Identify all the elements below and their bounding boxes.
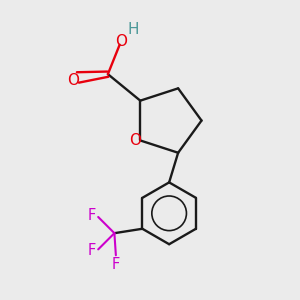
Text: F: F [88,208,96,223]
Text: O: O [129,133,141,148]
Text: H: H [127,22,139,38]
Text: F: F [88,243,96,258]
Text: O: O [67,73,79,88]
Text: F: F [112,257,120,272]
Text: O: O [115,34,127,49]
